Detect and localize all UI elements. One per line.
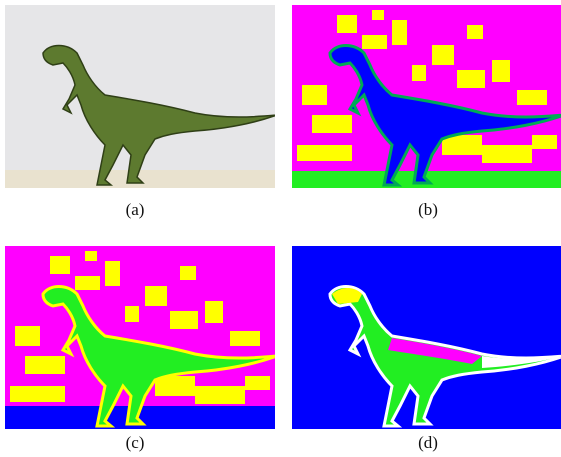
panel-c-image xyxy=(5,246,275,429)
caption: (d) xyxy=(418,433,438,452)
caption: (c) xyxy=(126,433,145,452)
caption: (b) xyxy=(418,200,438,219)
panel-a-image xyxy=(5,5,275,188)
panel-d-image xyxy=(292,246,561,429)
panel-b-image xyxy=(292,5,561,188)
caption: (a) xyxy=(126,200,145,219)
